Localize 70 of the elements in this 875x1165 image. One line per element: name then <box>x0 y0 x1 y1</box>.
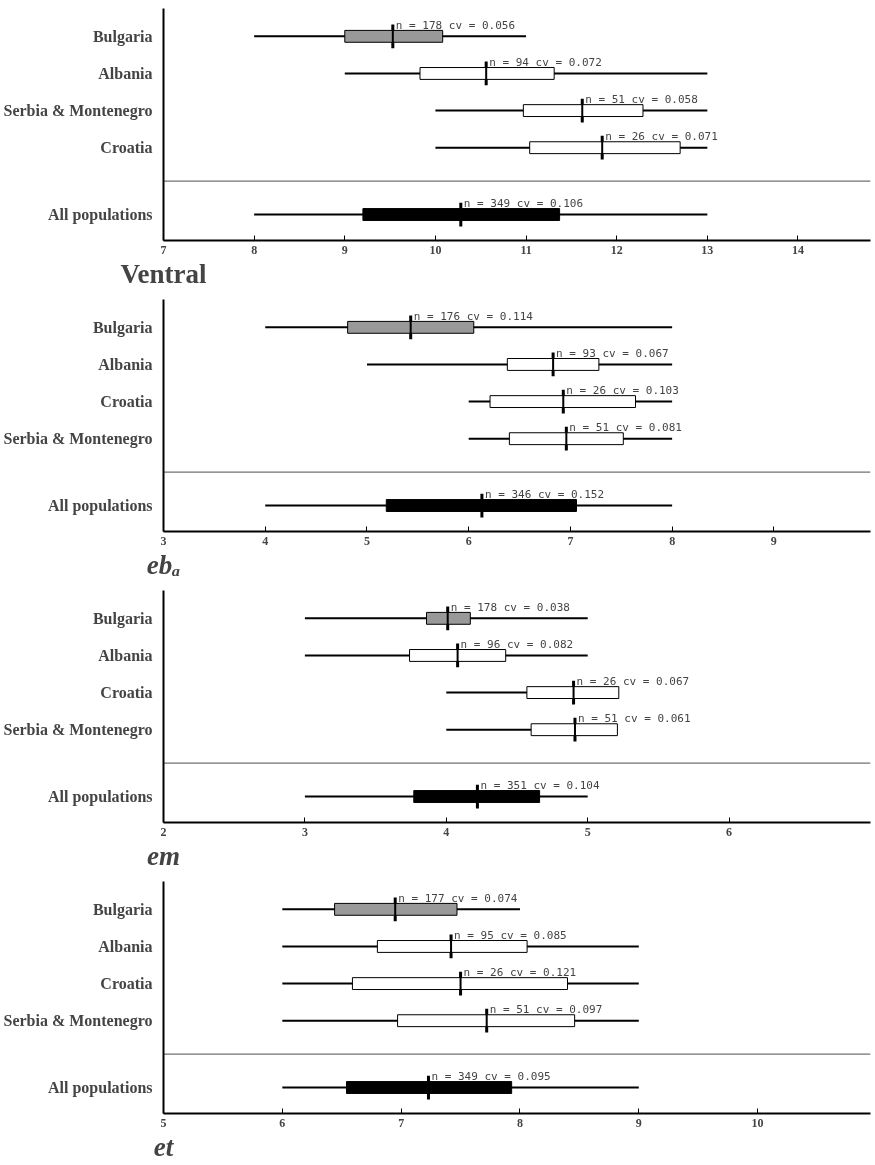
annotation: n = 351 cv = 0.104 <box>480 779 600 793</box>
x-tick-label: 7 <box>398 1115 405 1130</box>
x-axis-title: et <box>153 1131 175 1162</box>
x-tick-label: 5 <box>160 1115 167 1130</box>
x-tick-label: 9 <box>341 242 348 257</box>
x-tick-label: 5 <box>363 533 370 548</box>
annotation: n = 51 cv = 0.058 <box>585 93 698 107</box>
annotation: n = 26 cv = 0.071 <box>605 130 718 144</box>
x-tick-label: 7 <box>160 242 167 257</box>
annotation: n = 176 cv = 0.114 <box>413 309 534 323</box>
annotation: n = 96 cv = 0.082 <box>460 638 574 652</box>
y-tick-label: All populations <box>48 788 153 807</box>
y-tick-label: Croatia <box>100 139 153 157</box>
x-tick-label: 8 <box>251 242 258 257</box>
x-tick-label: 4 <box>443 824 450 839</box>
annotation: n = 94 cv = 0.072 <box>489 56 602 70</box>
x-tick-label: 8 <box>669 533 676 548</box>
x-axis-title: em <box>147 840 181 871</box>
x-tick-label: 11 <box>520 242 532 257</box>
y-tick-label: Croatia <box>100 975 153 993</box>
x-tick-label: 12 <box>610 242 623 257</box>
y-tick-label: Albania <box>98 937 153 955</box>
annotation: n = 349 cv = 0.106 <box>463 197 584 211</box>
annotation: n = 346 cv = 0.152 <box>484 488 605 502</box>
y-tick-label: Bulgaria <box>92 900 153 919</box>
y-tick-label: All populations <box>48 1079 153 1098</box>
y-tick-label: All populations <box>48 206 153 225</box>
annotation: n = 178 cv = 0.056 <box>395 18 516 32</box>
x-tick-label: 2 <box>160 824 167 839</box>
y-tick-label: Serbia & Montenegro <box>3 1012 153 1031</box>
annotation: n = 26 cv = 0.121 <box>463 966 577 980</box>
y-tick-label: Serbia & Montenegro <box>3 721 153 740</box>
y-tick-label: Croatia <box>100 393 153 411</box>
y-tick-label: Croatia <box>100 684 153 702</box>
y-tick-label: Albania <box>98 355 153 373</box>
y-tick-label: All populations <box>48 497 153 516</box>
y-tick-label: Serbia & Montenegro <box>3 430 153 449</box>
annotation: n = 26 cv = 0.103 <box>566 384 679 398</box>
annotation: n = 349 cv = 0.095 <box>431 1070 551 1084</box>
x-tick-label: 14 <box>791 242 804 257</box>
x-tick-label: 6 <box>279 1115 286 1130</box>
x-tick-label: 6 <box>465 533 472 548</box>
annotation: n = 26 cv = 0.067 <box>576 675 690 689</box>
x-tick-label: 3 <box>301 824 308 839</box>
y-tick-label: Bulgaria <box>92 318 153 337</box>
x-tick-label: 10 <box>429 242 442 257</box>
x-tick-label: 13 <box>701 242 714 257</box>
x-tick-label: 5 <box>584 824 591 839</box>
x-tick-label: 10 <box>751 1115 764 1130</box>
annotation: n = 51 cv = 0.081 <box>569 421 682 435</box>
x-tick-label: 7 <box>567 533 574 548</box>
y-tick-label: Albania <box>98 646 153 664</box>
annotation: n = 93 cv = 0.067 <box>556 347 669 361</box>
x-tick-label: 9 <box>635 1115 642 1130</box>
x-axis-title: Ventral <box>120 258 207 289</box>
annotation: n = 177 cv = 0.074 <box>398 891 518 905</box>
x-tick-label: 9 <box>770 533 777 548</box>
y-tick-label: Bulgaria <box>92 609 153 628</box>
x-tick-label: 6 <box>726 824 733 839</box>
annotation: n = 51 cv = 0.061 <box>577 712 691 726</box>
x-tick-label: 3 <box>160 533 167 548</box>
x-tick-label: 4 <box>262 533 269 548</box>
y-tick-label: Bulgaria <box>92 27 153 46</box>
annotation: n = 51 cv = 0.097 <box>489 1003 603 1017</box>
annotation: n = 178 cv = 0.038 <box>450 600 570 614</box>
y-tick-label: Serbia & Montenegro <box>3 102 153 121</box>
x-tick-label: 8 <box>516 1115 523 1130</box>
y-tick-label: Albania <box>98 64 153 82</box>
x-axis-title: ebₐ <box>146 549 181 580</box>
annotation: n = 95 cv = 0.085 <box>454 929 567 943</box>
